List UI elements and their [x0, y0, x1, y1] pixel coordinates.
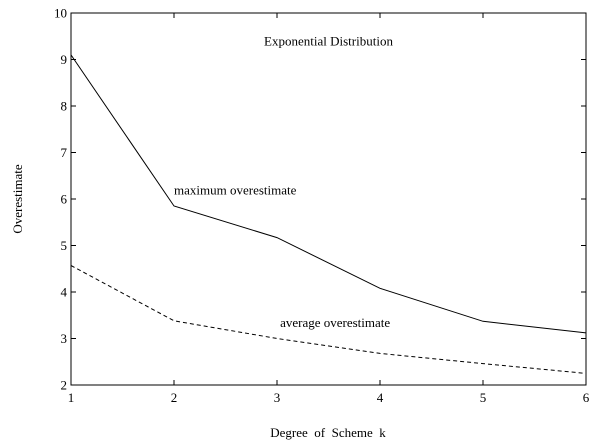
x-tick-label: 5: [480, 390, 487, 405]
y-tick-label: 9: [61, 52, 68, 67]
y-tick-label: 10: [54, 6, 67, 21]
y-tick-label: 6: [61, 192, 68, 207]
x-tick-label: 1: [68, 390, 75, 405]
series-lines: [70, 54, 587, 374]
annotation-label: maximum overestimate: [174, 182, 297, 197]
y-axis-label: Overestimate: [10, 164, 25, 234]
annotation-label: Exponential Distribution: [264, 34, 393, 49]
annotation-label: average overestimate: [280, 315, 390, 330]
x-tick-label: 4: [377, 390, 384, 405]
series-line-average: [70, 265, 587, 374]
x-axis-label: Degree of Scheme k: [270, 425, 386, 440]
x-tick-label: 6: [583, 390, 590, 405]
y-tick-label: 4: [61, 285, 68, 300]
x-tick-label: 2: [171, 390, 178, 405]
y-tick-label: 2: [61, 378, 68, 393]
y-tick-label: 5: [61, 238, 68, 253]
annotations: Exponential Distribution maximum overesti…: [174, 34, 393, 330]
y-tick-label: 8: [61, 99, 68, 114]
x-tick-label: 3: [274, 390, 281, 405]
y-tick-label: 7: [61, 145, 68, 160]
y-tick-label: 3: [61, 331, 68, 346]
series-line-maximum: [70, 54, 587, 334]
